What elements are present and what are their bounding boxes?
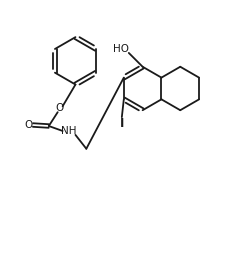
Text: O: O xyxy=(24,120,32,130)
Text: I: I xyxy=(120,117,124,130)
Text: O: O xyxy=(56,103,64,113)
Text: HO: HO xyxy=(113,44,129,54)
Text: NH: NH xyxy=(61,126,76,136)
